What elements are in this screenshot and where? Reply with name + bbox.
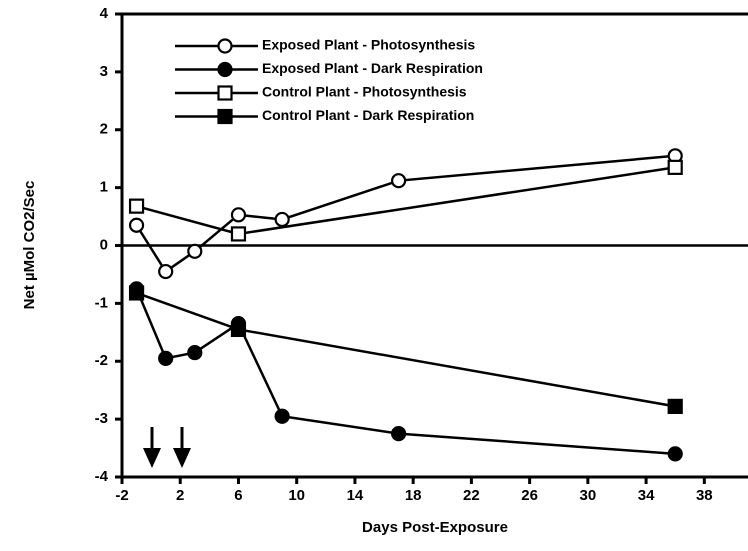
x-tick-label: 14 <box>347 487 364 504</box>
x-tick-label: 22 <box>463 487 480 504</box>
y-tick-label: -3 <box>95 410 108 427</box>
x-tick-label: -2 <box>115 487 128 504</box>
legend-label: Control Plant - Photosynthesis <box>262 84 467 100</box>
marker <box>187 243 203 259</box>
x-axis-title: Days Post-Exposure <box>362 519 508 536</box>
legend-marker <box>217 108 233 125</box>
legend-marker <box>217 61 233 78</box>
marker <box>230 207 247 223</box>
arrows <box>143 427 191 468</box>
x-tick-label: 2 <box>176 487 184 504</box>
marker <box>128 217 145 233</box>
series-line <box>135 154 676 274</box>
x-tick-label: 6 <box>234 487 242 504</box>
legend-label: Exposed Plant - Photosynthesis <box>262 37 475 53</box>
marker <box>667 159 683 175</box>
x-tick-label: 18 <box>405 487 422 504</box>
y-tick-label: 4 <box>100 5 109 22</box>
series-line <box>135 288 676 456</box>
y-tick-label: 0 <box>100 236 108 253</box>
y-tick-label: -1 <box>95 294 108 311</box>
marker <box>128 285 145 301</box>
marker <box>158 350 174 366</box>
marker <box>667 446 683 462</box>
y-tick-label: 2 <box>100 121 108 138</box>
x-tick-label: 26 <box>521 487 538 504</box>
x-tick-label: 34 <box>638 487 655 504</box>
y-axis-title: Net µMol CO2/Sec <box>21 181 38 310</box>
y-tick-label: 3 <box>100 63 108 80</box>
x-tick-label: 38 <box>696 487 713 504</box>
y-tick-label: 1 <box>100 179 108 196</box>
y-tick-label: -4 <box>95 468 109 485</box>
series-line <box>136 166 676 236</box>
legend-marker <box>217 85 233 101</box>
marker <box>158 263 174 280</box>
marker <box>230 321 247 338</box>
legend-marker <box>217 38 233 54</box>
x-tick-label: 30 <box>580 487 597 504</box>
y-tick-label: -2 <box>95 352 108 369</box>
marker <box>274 408 290 424</box>
marker <box>667 398 683 414</box>
marker <box>230 226 247 242</box>
legend-label: Control Plant - Dark Respiration <box>262 107 474 123</box>
marker <box>187 344 203 361</box>
marker <box>274 211 290 228</box>
marker <box>128 198 145 214</box>
x-tick-label: 10 <box>288 487 305 504</box>
marker <box>391 425 407 442</box>
marker <box>391 173 407 189</box>
legend-label: Exposed Plant - Dark Respiration <box>262 60 483 76</box>
series-line <box>136 291 676 408</box>
